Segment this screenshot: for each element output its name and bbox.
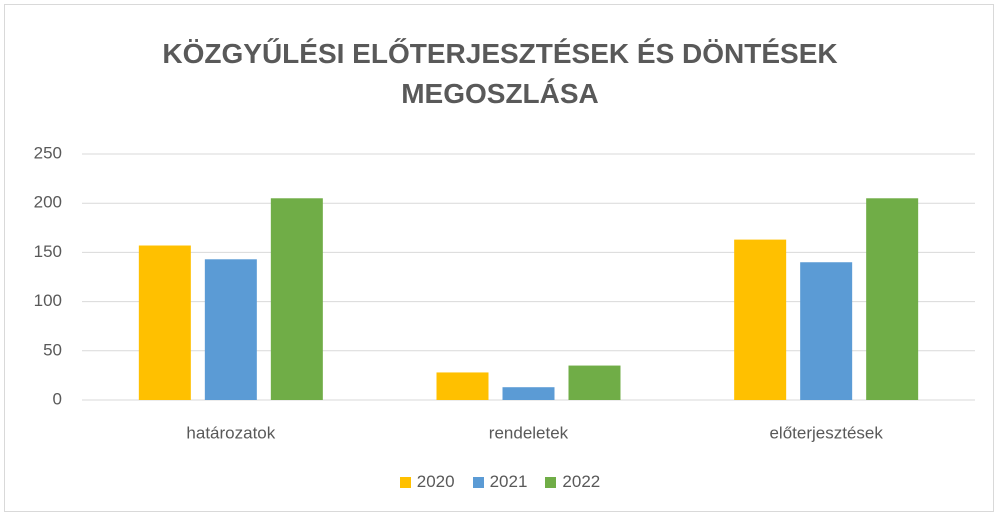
- bar: [734, 239, 787, 400]
- legend-label: 2022: [562, 472, 601, 491]
- legend-item: 2020: [399, 472, 455, 492]
- legend: 2020 2021 2022: [0, 472, 1000, 492]
- legend-swatch: [545, 476, 557, 488]
- legend-item: 2021: [472, 472, 528, 492]
- y-tick-label: 100: [34, 291, 62, 310]
- bar: [204, 259, 257, 400]
- y-tick-label: 50: [43, 340, 62, 359]
- legend-item: 2022: [545, 472, 600, 492]
- y-tick-label: 200: [34, 193, 62, 212]
- bar: [800, 262, 853, 400]
- bar: [502, 387, 555, 400]
- bar: [270, 198, 323, 400]
- x-tick-label: rendeletek: [489, 423, 569, 442]
- y-tick-label: 150: [34, 242, 62, 261]
- y-tick-label: 250: [34, 143, 62, 162]
- bar: [436, 372, 489, 400]
- legend-label: 2021: [489, 472, 528, 491]
- x-tick-label: határozatok: [186, 423, 275, 442]
- bar: [568, 365, 621, 400]
- legend-swatch: [399, 476, 411, 488]
- y-tick-label: 0: [53, 389, 62, 408]
- legend-swatch: [472, 476, 484, 488]
- x-tick-label: előterjesztések: [769, 423, 883, 442]
- chart-title: KÖZGYŰLÉSI ELŐTERJESZTÉSEK ÉS DÖNTÉSEK M…: [162, 38, 838, 109]
- bar: [138, 245, 191, 400]
- legend-label: 2020: [416, 472, 455, 491]
- chart-border: [4, 4, 994, 512]
- bar: [866, 198, 919, 400]
